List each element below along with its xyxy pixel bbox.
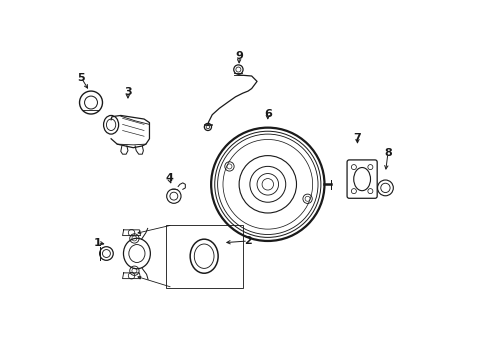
Text: 5: 5	[78, 73, 85, 83]
Bar	[165, 225, 242, 288]
Text: 1: 1	[93, 238, 101, 248]
Text: 7: 7	[353, 133, 361, 143]
Text: 6: 6	[264, 109, 271, 119]
Text: 8: 8	[383, 148, 391, 158]
Text: 2: 2	[244, 236, 251, 246]
Text: 4: 4	[165, 173, 173, 183]
Text: 3: 3	[124, 87, 131, 97]
Text: 9: 9	[235, 51, 243, 61]
